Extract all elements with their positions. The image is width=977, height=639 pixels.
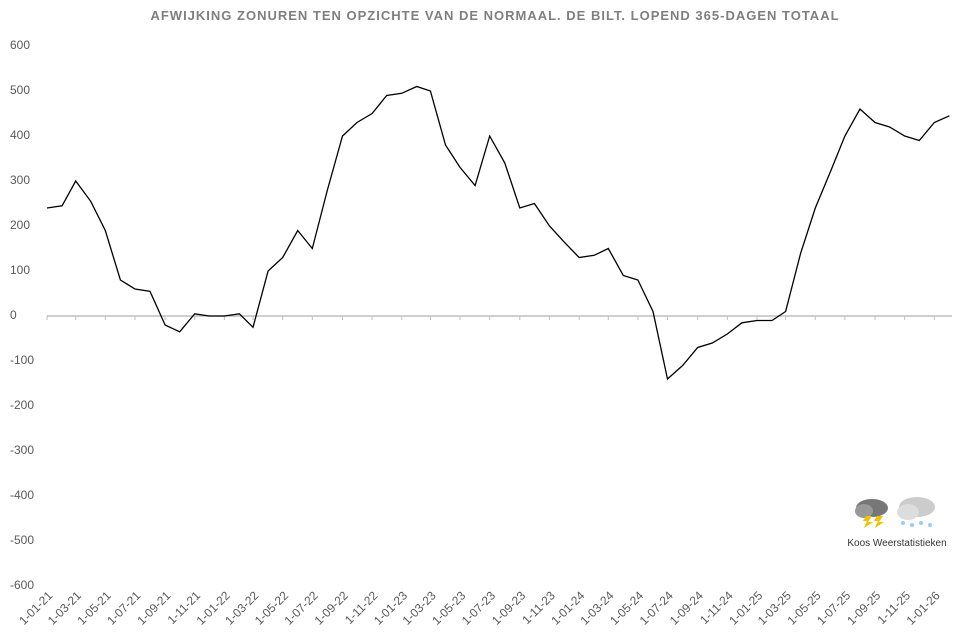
y-tick-label: -200 — [10, 398, 34, 412]
y-tick-label: 600 — [10, 38, 30, 52]
x-tick-label: 1-09-21 — [134, 588, 173, 627]
y-tick-label: 100 — [10, 263, 30, 277]
y-tick-label: -600 — [10, 578, 34, 592]
x-tick-label: 1-09-24 — [667, 588, 706, 627]
x-tick-label: 1-01-26 — [904, 588, 943, 627]
y-tick-label: 300 — [10, 173, 30, 187]
y-tick-label: -100 — [10, 353, 34, 367]
credit: Koos Weerstatistieken — [847, 538, 946, 549]
x-tick-label: 1-09-25 — [844, 588, 883, 627]
y-tick-label: 500 — [10, 83, 30, 97]
y-tick-label: -500 — [10, 533, 34, 547]
x-tick-label: 1-09-22 — [312, 588, 351, 627]
logo — [855, 497, 935, 528]
x-tick-label: 1-09-23 — [489, 588, 528, 627]
y-tick-label: 400 — [10, 128, 30, 142]
y-tick-label: 200 — [10, 218, 30, 232]
y-tick-label: -400 — [10, 488, 34, 502]
y-tick-label: -300 — [10, 443, 34, 457]
chart-title: AFWIJKING ZONUREN TEN OPZICHTE VAN DE NO… — [150, 8, 839, 23]
line — [46, 85, 950, 381]
y-tick-label: 0 — [10, 308, 17, 322]
